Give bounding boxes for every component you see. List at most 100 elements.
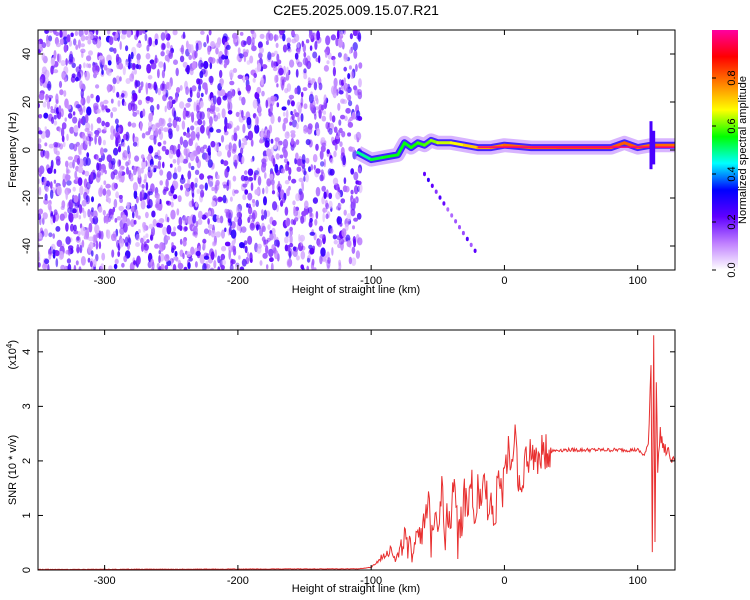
noise-blob	[61, 70, 67, 80]
noise-blob	[159, 169, 164, 176]
noise-blob	[148, 37, 153, 47]
noise-blob	[75, 260, 79, 266]
noise-blob	[49, 205, 52, 214]
spectrogram-image	[38, 30, 675, 270]
noise-blob	[316, 30, 321, 41]
noise-blob	[200, 68, 206, 75]
noise-blob	[94, 134, 97, 145]
noise-blob	[250, 139, 254, 147]
noise-blob	[116, 135, 121, 144]
noise-blob	[164, 105, 167, 113]
noise-blob	[199, 184, 205, 190]
noise-blob	[309, 45, 313, 51]
noise-blob	[207, 210, 212, 217]
noise-blob	[170, 231, 177, 237]
noise-blob	[107, 60, 112, 66]
noise-blob	[337, 38, 343, 48]
noise-blob	[358, 78, 362, 88]
noise-blob	[343, 53, 349, 62]
noise-blob	[247, 192, 253, 201]
noise-blob	[229, 80, 235, 86]
noise-blob	[136, 53, 141, 61]
noise-blob	[177, 165, 182, 173]
noise-blob	[179, 85, 183, 91]
noise-blob	[321, 185, 327, 192]
noise-blob	[75, 236, 81, 243]
noise-blob	[154, 38, 158, 46]
noise-blob	[242, 75, 246, 83]
noise-blob	[274, 250, 279, 260]
noise-blob	[141, 242, 144, 252]
noise-blob	[215, 47, 219, 55]
noise-blob	[241, 156, 245, 164]
noise-blob	[346, 240, 352, 248]
noise-blob	[261, 90, 265, 97]
noise-blob	[38, 208, 44, 215]
noise-blob	[282, 33, 286, 42]
noise-blob	[86, 195, 89, 203]
noise-blob	[53, 209, 58, 216]
noise-blob	[77, 39, 81, 49]
noise-blob	[294, 87, 298, 95]
noise-blob	[113, 198, 118, 208]
noise-blob	[117, 127, 121, 133]
noise-blob	[67, 112, 73, 119]
noise-blob	[215, 42, 221, 48]
noise-blob	[44, 185, 49, 193]
noise-blob	[141, 184, 145, 189]
noise-blob	[73, 195, 79, 203]
noise-blob	[204, 82, 208, 92]
noise-blob	[243, 240, 248, 246]
noise-blob	[127, 102, 133, 112]
noise-blob	[264, 172, 267, 179]
noise-blob	[182, 215, 187, 225]
noise-blob	[260, 163, 267, 173]
noise-blob	[160, 263, 165, 270]
noise-blob	[287, 99, 291, 106]
noise-blob	[168, 128, 173, 136]
noise-blob	[93, 102, 99, 111]
noise-blob	[103, 64, 108, 71]
noise-blob	[330, 34, 336, 41]
noise-blob	[300, 237, 303, 247]
noise-blob	[324, 51, 328, 58]
noise-blob	[254, 91, 260, 100]
noise-blob	[195, 126, 201, 135]
noise-blob	[172, 180, 179, 190]
noise-blob	[43, 177, 47, 186]
noise-blob	[135, 63, 139, 70]
noise-blob	[163, 127, 169, 133]
noise-blob	[50, 165, 54, 171]
noise-blob	[353, 171, 359, 181]
noise-blob	[336, 216, 343, 225]
noise-blob	[147, 75, 153, 80]
noise-blob	[52, 69, 59, 74]
noise-blob	[244, 76, 249, 81]
noise-blob	[105, 183, 111, 189]
noise-blob	[273, 144, 277, 150]
noise-blob	[272, 157, 276, 167]
noise-blob	[335, 37, 339, 47]
noise-blob	[269, 103, 273, 113]
noise-blob	[271, 227, 276, 235]
noise-blob	[350, 208, 356, 217]
noise-blob	[144, 33, 148, 42]
noise-blob	[153, 81, 157, 91]
noise-blob	[106, 154, 113, 163]
noise-blob	[199, 100, 204, 108]
noise-blob	[64, 117, 67, 122]
noise-blob	[203, 42, 207, 48]
noise-blob	[197, 131, 200, 141]
noise-blob	[284, 163, 289, 172]
noise-blob	[335, 191, 341, 200]
colorbar-tick-label: 0.2	[726, 214, 738, 229]
noise-blob	[67, 156, 73, 161]
noise-blob	[272, 61, 277, 69]
noise-blob	[170, 185, 175, 194]
noise-blob	[217, 255, 221, 264]
noise-blob	[53, 179, 57, 184]
noise-blob	[114, 118, 119, 125]
noise-blob	[204, 182, 208, 191]
noise-blob	[309, 247, 315, 255]
noise-blob	[68, 161, 74, 169]
